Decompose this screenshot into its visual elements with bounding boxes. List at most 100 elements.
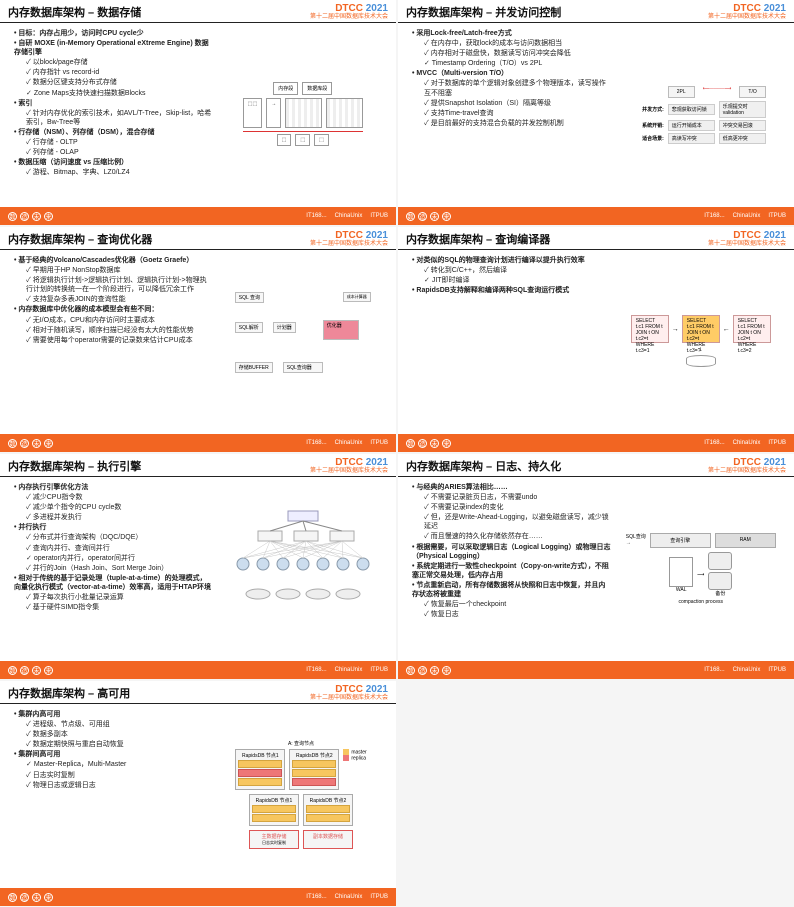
bullet-l1: 不需要记录脏页日志，不需要undo: [408, 493, 612, 502]
dtcc-logo: DTCC 2021 第十二届中国数据库技术大会: [310, 4, 388, 20]
slide-header: 内存数据库架构 – 执行引擎 DTCC 2021 第十二届中国数据库技术大会: [0, 454, 396, 477]
slide-title: 内存数据库架构 – 高可用: [8, 685, 130, 701]
slide: 内存数据库架构 – 执行引擎 DTCC 2021 第十二届中国数据库技术大会 内…: [0, 454, 396, 679]
bullet-l1: 不需要记录index的变化: [408, 503, 612, 512]
footer-sponsor: IT168...: [704, 213, 724, 219]
bullet-l1: 对于数据库的单个逻辑对象创建多个物理版本，读写操作互不阻塞: [408, 79, 612, 97]
bullet-list: 集群内高可用进程级、节点级、可用组数据多副本数据定期快照与重启自动恢复集群间高可…: [10, 710, 210, 790]
footer-sponsor: ITPUB: [768, 440, 786, 446]
bullet-l1: 算子每次执行小批量记录运算: [10, 593, 214, 602]
slide-footer: 数造未来 IT168... ChinaUnix ITPUB: [398, 207, 794, 225]
bullet-l1: 进程级、节点级、可用组: [10, 720, 210, 729]
bullet-l0: 根据需要，可以采取逻辑日志（Logical Logging）或物理日志（Phys…: [408, 543, 612, 561]
slide-footer: 数造未来 IT168... ChinaUnix ITPUB: [398, 661, 794, 679]
slide-title: 内存数据库架构 – 执行引擎: [8, 458, 141, 474]
slide-header: 内存数据库架构 – 数据存储 DTCC 2021 第十二届中国数据库技术大会: [0, 0, 396, 23]
footer-sponsor: ITPUB: [370, 894, 388, 900]
footer-sponsor: ITPUB: [768, 667, 786, 673]
bullet-l1: 游程、Bitmap、字典、LZ0/LZ4: [10, 168, 214, 177]
bullet-l1: 行存储 - OLTP: [10, 138, 214, 147]
bullet-l1: 减少CPU指令数: [10, 493, 214, 502]
bullet-l1: Timestamp Ordering（T/O）vs 2PL: [408, 59, 612, 68]
bullet-list: 基于经典的Volcano/Cascades优化器（Goetz Graefe）早期…: [10, 256, 214, 345]
bullet-list: 目标：内存占用少，访问时CPU cycle少自研 MOXE (in-Memory…: [10, 29, 214, 177]
bullet-l0: 与经典的ARIES算法相比……: [408, 483, 612, 492]
footer-sponsor: ChinaUnix: [733, 440, 761, 446]
bullet-l1: 在内存中，获取lock的成本与访问数据相当: [408, 39, 612, 48]
bullet-l0: 行存储（NSM）、列存储（DSM），混合存储: [10, 128, 214, 137]
bullet-l1: 并行的Join（Hash Join、Sort Merge Join）: [10, 564, 214, 573]
bullet-l0: 数据压缩（访问速度 vs 压缩比例）: [10, 158, 214, 167]
bullet-l1: 相对于随机读写，顺序扫描已经没有太大的性能优势: [10, 326, 214, 335]
slide-title: 内存数据库架构 – 查询编译器: [406, 231, 550, 247]
bullet-list: 对类似的SQL的物理查询计划进行编译以提升执行效率转化到C/C++，然后编译JI…: [408, 256, 612, 295]
bullet-l0: 集群间高可用: [10, 750, 210, 759]
log-diagram: SQL查询→查询引擎RAM WAL ⟶ 备份 compaction proces…: [626, 533, 776, 605]
slide: 内存数据库架构 – 并发访问控制 DTCC 2021 第十二届中国数据库技术大会…: [398, 0, 794, 225]
footer-sponsor: ChinaUnix: [335, 213, 363, 219]
footer-sponsor: ITPUB: [370, 667, 388, 673]
slide-header: 内存数据库架构 – 并发访问控制 DTCC 2021 第十二届中国数据库技术大会: [398, 0, 794, 23]
bullet-l1: 转化到C/C++，然后编译: [408, 266, 612, 275]
optimizer-diagram: SQL 查询 SQL解析 计划器 优化器 存储BUFFER SQL查询器 成本计…: [233, 292, 373, 392]
bullet-l1: 而且慢速的持久化存储依然存在……: [408, 532, 612, 541]
storage-diagram: 内存段数据库段 ⬚⬚→ ⬚⬚⬚: [243, 82, 363, 149]
footer-sponsor: ChinaUnix: [733, 667, 761, 673]
bullet-l0: 自研 MOXE (in-Memory Operational eXtreme E…: [10, 39, 214, 57]
slide-title: 内存数据库架构 – 并发访问控制: [406, 4, 561, 20]
bullet-l1: 以block/page存储: [10, 58, 214, 67]
bullet-l0: 基于经典的Volcano/Cascades优化器（Goetz Graefe）: [10, 256, 214, 265]
footer-sponsor: ITPUB: [768, 213, 786, 219]
bullet-l1: 但，还是Write-Ahead-Logging，以避免磁盘读写，减少锁延迟: [408, 513, 612, 531]
bullet-l1: 恢复最后一个checkpoint: [408, 600, 612, 609]
slide: 内存数据库架构 – 数据存储 DTCC 2021 第十二届中国数据库技术大会 目…: [0, 0, 396, 225]
dtcc-logo: DTCC 2021 第十二届中国数据库技术大会: [310, 231, 388, 247]
bullet-l1: 数据分区键支持分布式存储: [10, 78, 214, 87]
bullet-l1: 数据定期快照与重启自动恢复: [10, 740, 210, 749]
bullet-l1: 内存指针 vs record-id: [10, 68, 214, 77]
slide-footer: 数造未来 IT168... ChinaUnix ITPUB: [0, 661, 396, 679]
bullet-l0: 节点重新启动，所有存储数据将从快照和日志中恢复，并且内存状态将被重建: [408, 581, 612, 599]
bullet-l0: 索引: [10, 99, 214, 108]
bullet-l0: 内存数据库中优化器的成本模型会有些不同：: [10, 305, 214, 314]
ha-diagram: A: 查询节点 RapidsDB 节点1 RapidsDB 节点2 master…: [216, 740, 386, 853]
footer-sponsor: IT168...: [306, 894, 326, 900]
footer-sponsor: IT168...: [306, 667, 326, 673]
footer-sponsor: IT168...: [306, 213, 326, 219]
slide-header: 内存数据库架构 – 高可用 DTCC 2021 第十二届中国数据库技术大会: [0, 681, 396, 704]
bullet-l0: MVCC（Multi-version T/O）: [408, 69, 612, 78]
slide: 内存数据库架构 – 查询编译器 DTCC 2021 第十二届中国数据库技术大会 …: [398, 227, 794, 452]
bullet-l1: 分布式并行查询架构（DQC/DQE）: [10, 533, 214, 542]
bullet-l1: JIT即时编译: [408, 276, 612, 285]
bullet-l1: 将逻辑执行计划->逻辑执行计划、逻辑执行计划->物理执行计划的转换统一在一个阶段…: [10, 276, 214, 294]
footer-sponsor: ITPUB: [370, 213, 388, 219]
bullet-l1: 早期用于HP NonStop数据库: [10, 266, 214, 275]
slide: 内存数据库架构 – 查询优化器 DTCC 2021 第十二届中国数据库技术大会 …: [0, 227, 396, 452]
footer-sponsor: ITPUB: [370, 440, 388, 446]
footer-sponsor: ChinaUnix: [335, 894, 363, 900]
bullet-l1: 减少单个指令的CPU cycle数: [10, 503, 214, 512]
bullet-l0: 系统定期进行一致性checkpoint（Copy-on-write方式），不阻塞…: [408, 562, 612, 580]
dtcc-logo: DTCC 2021 第十二届中国数据库技术大会: [708, 4, 786, 20]
bullet-l1: 无I/O成本，CPU和内存访问时主要成本: [10, 316, 214, 325]
bullet-l0: 内存执行引擎优化方法: [10, 483, 214, 492]
bullet-l0: 并行执行: [10, 523, 214, 532]
slide-title: 内存数据库架构 – 日志、持久化: [406, 458, 561, 474]
footer-sponsor: ChinaUnix: [335, 440, 363, 446]
bullet-l1: 查询内并行、查询间并行: [10, 544, 214, 553]
footer-sponsor: IT168...: [704, 440, 724, 446]
slide-header: 内存数据库架构 – 日志、持久化 DTCC 2021 第十二届中国数据库技术大会: [398, 454, 794, 477]
bullet-l1: 物理日志或逻辑日志: [10, 781, 210, 790]
bullet-l1: operator内并行，operator间并行: [10, 554, 214, 563]
bullet-l1: 提供Snapshot Isolation（SI）隔离等级: [408, 99, 612, 108]
bullet-l0: 采用Lock-free/Latch-free方式: [408, 29, 612, 38]
slide-title: 内存数据库架构 – 查询优化器: [8, 231, 152, 247]
slide-title: 内存数据库架构 – 数据存储: [8, 4, 141, 20]
bullet-l1: 需要使用每个operator需要的记录数来估计CPU成本: [10, 336, 214, 345]
compiler-diagram: SELECT t.c1 FROM t JOIN t ON t.c2=t WHER…: [626, 315, 776, 369]
bullet-l0: RapidsDB支持解释和编译两种SQL查询运行模式: [408, 286, 612, 295]
bullet-l1: 基于硬件SIMD指令集: [10, 603, 214, 612]
bullet-l0: 相对于传统的基于记录处理（tuple-at-a-time）的处理模式，向量化执行…: [10, 574, 214, 592]
bullet-list: 与经典的ARIES算法相比……不需要记录脏页日志，不需要undo不需要记录ind…: [408, 483, 612, 619]
bullet-l1: 内存相对于磁盘快，数据读写访问冲突会降低: [408, 49, 612, 58]
